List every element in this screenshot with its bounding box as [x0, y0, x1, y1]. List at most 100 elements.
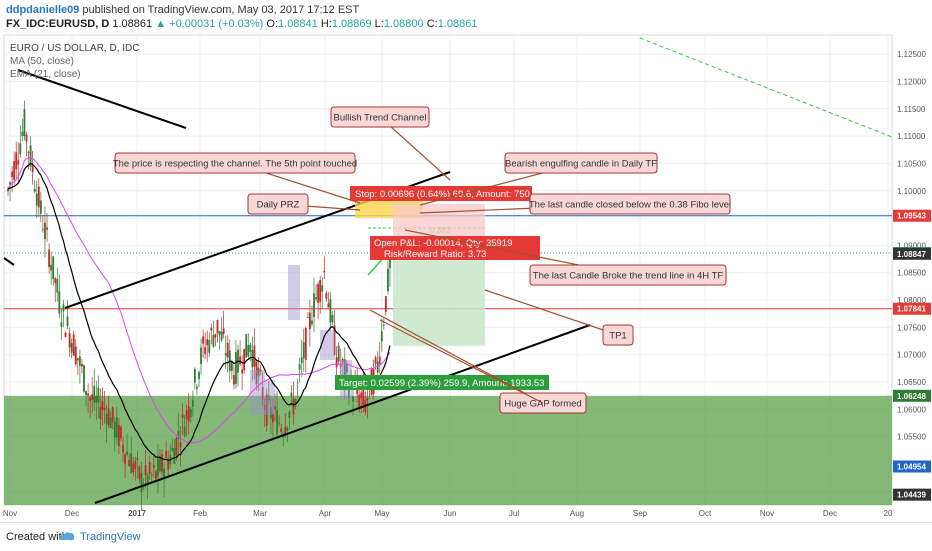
- high-value: 1.08869: [331, 18, 372, 30]
- candle-body: [294, 398, 297, 407]
- candle-body: [78, 356, 81, 366]
- candle-body: [241, 369, 244, 374]
- candle-body: [265, 394, 268, 426]
- stop-label: Stop: 0.00696 (0.64%) 69.6, Amount: 750: [355, 189, 530, 200]
- candle-body: [360, 392, 363, 399]
- x-tick-label: Dec: [823, 509, 837, 518]
- candle-body: [165, 450, 168, 458]
- callout-box: [504, 152, 658, 174]
- candle-body: [35, 193, 38, 206]
- y-tick-label: 1.07500: [897, 323, 926, 332]
- candle-body: [206, 339, 209, 346]
- candle-body: [136, 457, 139, 460]
- candle-body: [21, 131, 24, 137]
- callout-text: Daily PRZ: [257, 200, 300, 211]
- candle-body: [269, 406, 272, 419]
- last-price: 1.08861: [112, 18, 153, 30]
- callout-text: Bullish Trend Channel: [334, 113, 427, 124]
- author-link[interactable]: ddpdanielle09: [6, 4, 80, 16]
- candle-body: [204, 347, 207, 355]
- price-label-bg: [893, 209, 931, 222]
- callout-text: Bearish engulfing candle in Daily TF: [505, 159, 657, 170]
- candle-body: [163, 468, 165, 479]
- descending-trend-line: [17, 69, 187, 129]
- candle-body: [348, 387, 350, 399]
- x-tick-label: Feb: [193, 509, 207, 518]
- callout-pointer: [379, 319, 544, 404]
- legend-ema: EMA (21, close): [10, 69, 81, 80]
- risk-reward-label: Risk/Reward Ratio: 3.73: [384, 249, 486, 260]
- candle-body: [352, 396, 354, 402]
- candle-body: [376, 361, 379, 373]
- candle-body: [311, 320, 313, 325]
- candle-body: [323, 270, 326, 273]
- candle-body: [317, 284, 320, 304]
- close-label: C:: [426, 18, 438, 30]
- candle-body: [58, 291, 61, 314]
- candle-body: [50, 264, 53, 271]
- annotations: Bullish Trend Channel The price is respec…: [113, 106, 731, 414]
- price-chart[interactable]: 0.382 Stop: 0.00696 (0.64%) 69.6, Amount…: [0, 0, 932, 522]
- price-label: 1.04954: [897, 463, 926, 472]
- x-tick-label: Apr: [319, 509, 332, 518]
- candle-body: [280, 428, 283, 432]
- candle-body: [74, 346, 77, 365]
- candle-body: [331, 315, 334, 323]
- candle-body: [31, 165, 34, 173]
- x-tick-label: 2017: [128, 509, 146, 518]
- x-tick-label: May: [374, 509, 389, 518]
- candle-body: [239, 356, 241, 365]
- candle-body: [89, 397, 92, 402]
- candle-body: [132, 463, 135, 473]
- candle-body: [228, 350, 231, 371]
- candle-body: [37, 186, 40, 208]
- candle-body: [157, 458, 159, 477]
- candle-body: [81, 363, 83, 367]
- candle-body: [183, 426, 186, 437]
- x-tick-label: Dec: [65, 509, 79, 518]
- candle-body: [329, 299, 332, 323]
- candle-body: [276, 410, 278, 435]
- candle-body: [97, 387, 100, 403]
- candle-body: [230, 361, 233, 371]
- y-tick-label: 1.11000: [897, 132, 926, 141]
- candle-body: [251, 349, 254, 368]
- candle-body: [358, 394, 361, 408]
- candle-body: [249, 344, 252, 352]
- candle-body: [218, 331, 221, 335]
- candle-body: [60, 322, 63, 327]
- candle-body: [278, 422, 280, 424]
- legend-title: EURO / US DOLLAR, D, IDC: [10, 43, 139, 54]
- candle-body: [286, 427, 289, 431]
- x-tick-label: Sep: [633, 509, 648, 518]
- candle-body: [15, 152, 18, 170]
- candle-body: [255, 361, 258, 385]
- y-tick-label: 1.05500: [897, 433, 926, 442]
- stop-label-bg: [350, 186, 532, 201]
- y-tick-label: 1.10500: [897, 159, 926, 168]
- candle-body: [261, 387, 264, 400]
- chart-legend: EURO / US DOLLAR, D, IDC MA (50, close) …: [10, 43, 139, 80]
- candle-body: [274, 406, 276, 410]
- candle-body: [54, 278, 57, 284]
- candle-body: [288, 411, 291, 418]
- y-tick-label: 1.06000: [897, 405, 926, 414]
- candle-body: [284, 426, 287, 435]
- candle-body: [175, 438, 178, 456]
- candle-body: [191, 400, 194, 407]
- candle-body: [91, 394, 94, 400]
- candle-body: [339, 363, 342, 367]
- tradingview-link[interactable]: TradingView: [80, 531, 141, 543]
- candle-body: [42, 229, 44, 231]
- trend-line-stub: [3, 257, 15, 266]
- price-label: 1.08847: [897, 250, 926, 259]
- candle-body: [245, 334, 248, 358]
- candle-body: [220, 331, 223, 341]
- price-label-bg: [893, 389, 931, 402]
- y-tick-label: 1.12000: [897, 77, 926, 86]
- candle-body: [259, 369, 262, 372]
- x-tick-label: Nov: [3, 509, 17, 518]
- candle-body: [93, 385, 96, 403]
- candle-body: [99, 407, 102, 420]
- callout-box: [114, 152, 356, 174]
